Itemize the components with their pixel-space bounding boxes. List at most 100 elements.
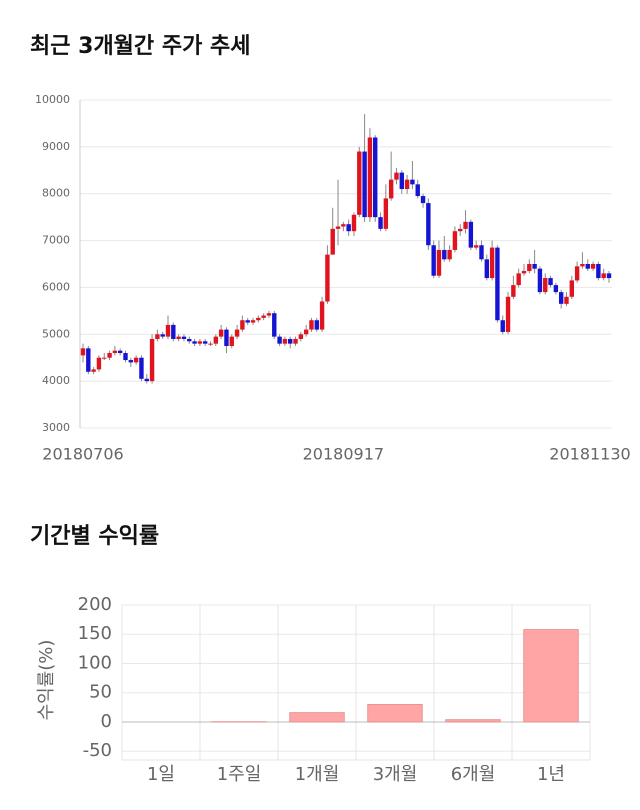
candle-body — [511, 285, 516, 297]
candle-body — [447, 249, 452, 260]
candle-body — [277, 336, 282, 344]
candle-body — [139, 357, 144, 379]
bar — [523, 629, 579, 723]
x-tick-label: 1년 — [537, 764, 565, 785]
candle-body — [325, 254, 330, 302]
candle-body — [86, 348, 91, 372]
candle-body — [452, 231, 458, 250]
plot-area — [80, 100, 612, 428]
candle-body — [505, 296, 511, 332]
candle-body — [468, 221, 474, 248]
x-tick-label: 1일 — [147, 764, 175, 785]
candle-body — [229, 336, 234, 346]
candle-body — [431, 245, 436, 276]
candle-body — [548, 278, 553, 286]
candle-body — [388, 179, 394, 199]
candle-body — [91, 369, 96, 372]
candle-body — [543, 278, 548, 293]
candle-body — [293, 338, 298, 344]
candle-body — [367, 137, 373, 218]
candle-body — [463, 221, 468, 229]
y-tick-label: 6000 — [42, 280, 70, 293]
x-tick-label: 6개월 — [451, 764, 496, 785]
y-tick-label: 7000 — [42, 234, 70, 247]
candle-body — [357, 151, 362, 215]
candle-body — [192, 341, 197, 344]
candle-body — [484, 259, 489, 279]
candle-body — [394, 172, 399, 180]
candle-body — [107, 353, 112, 358]
y-axis-label: 수익률(%) — [36, 640, 57, 721]
candle-body — [272, 313, 277, 337]
candle-body — [155, 334, 160, 339]
candle-body — [399, 172, 404, 190]
candle-body — [420, 196, 426, 204]
candle-body — [319, 301, 325, 330]
candle-body — [415, 184, 420, 197]
candle-body — [521, 271, 527, 274]
candle-body — [458, 228, 463, 232]
y-tick-label: 50 — [89, 682, 112, 703]
y-tick-label: -50 — [83, 740, 112, 761]
candle-body — [580, 264, 585, 267]
x-tick-label: 3개월 — [373, 764, 418, 785]
candle-body — [314, 320, 319, 330]
candle-body — [500, 320, 505, 332]
candle-body — [537, 268, 543, 293]
candle-body — [436, 249, 442, 276]
y-tick-label: 150 — [78, 623, 112, 644]
chart-title: 기간별 수익률 — [30, 524, 159, 549]
chart-title: 최근 3개월간 주가 추세 — [30, 34, 250, 59]
candle-body — [373, 137, 378, 218]
candle-body — [213, 336, 219, 344]
candle-body — [303, 329, 309, 335]
candle-body — [569, 280, 575, 297]
candle-body — [80, 348, 86, 356]
candle-body — [234, 329, 240, 337]
y-tick-label: 10000 — [35, 93, 70, 106]
candle-body — [341, 224, 346, 227]
candle-body — [574, 266, 580, 281]
x-tick-label: 20180706 — [42, 445, 123, 464]
candle-body — [532, 264, 537, 269]
candle-body — [250, 320, 256, 323]
candle-body — [351, 214, 357, 232]
candle-body — [596, 264, 601, 279]
candle-body — [96, 357, 102, 370]
candle-body — [585, 264, 590, 269]
y-tick-label: 3000 — [42, 421, 70, 434]
candle-body — [383, 198, 389, 229]
y-tick-label: 4000 — [42, 374, 70, 387]
x-tick-label: 20180917 — [303, 445, 384, 464]
candle-body — [558, 292, 564, 304]
candle-body — [133, 357, 139, 363]
candle-body — [203, 341, 208, 344]
candle-body — [553, 285, 559, 293]
x-tick-label: 20181130 — [549, 445, 630, 464]
y-tick-label: 100 — [78, 652, 112, 673]
candle-body — [362, 151, 367, 218]
candle-body — [117, 350, 123, 354]
candle-body — [245, 320, 250, 323]
candle-body — [128, 360, 134, 363]
candle-body — [330, 228, 335, 255]
candle-body — [112, 350, 118, 354]
candle-body — [197, 341, 203, 344]
candle-body — [335, 226, 341, 229]
candle-body — [102, 357, 107, 359]
candle-body — [171, 324, 176, 339]
candle-body — [516, 273, 521, 286]
candle-body — [208, 343, 213, 345]
bar — [289, 712, 345, 723]
bar — [367, 704, 423, 723]
candle-body — [426, 203, 431, 246]
candle-body — [590, 264, 596, 269]
candle-body — [165, 324, 171, 337]
bar — [445, 719, 501, 723]
candle-body — [479, 245, 484, 260]
y-tick-label: 0 — [101, 711, 112, 732]
candle-body — [404, 179, 410, 190]
y-tick-label: 5000 — [42, 327, 70, 340]
candle-body — [256, 317, 261, 321]
